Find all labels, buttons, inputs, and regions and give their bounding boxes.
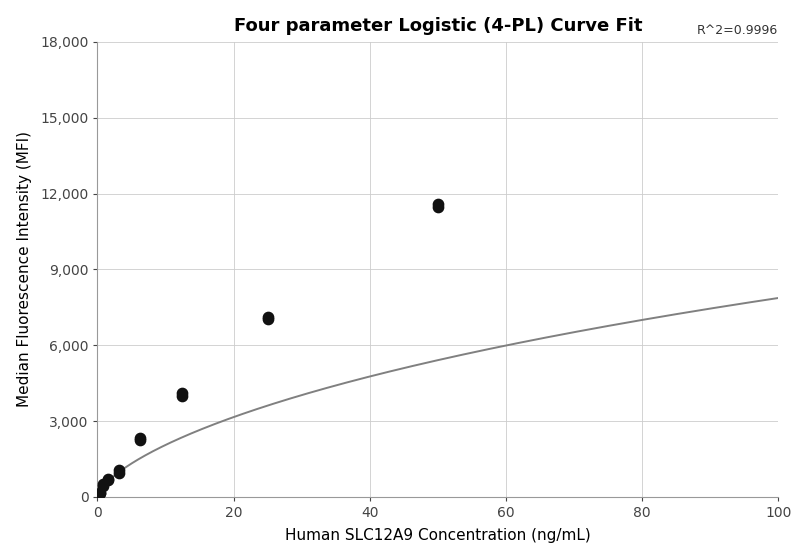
Y-axis label: Median Fluorescence Intensity (MFI): Median Fluorescence Intensity (MFI): [17, 132, 32, 407]
Point: [133, 436, 146, 445]
Point: [96, 482, 109, 491]
Text: R^2=0.9996: R^2=0.9996: [696, 24, 778, 37]
X-axis label: Human SLC12A9 Concentration (ng/mL): Human SLC12A9 Concentration (ng/mL): [285, 528, 591, 543]
Point: [772, 0, 785, 8]
Point: [431, 203, 444, 212]
Point: [102, 475, 115, 484]
Point: [176, 389, 189, 398]
Point: [112, 469, 125, 478]
Point: [94, 489, 107, 498]
Point: [102, 474, 115, 483]
Point: [431, 199, 444, 208]
Point: [261, 313, 274, 322]
Point: [112, 466, 125, 475]
Point: [261, 314, 274, 323]
Title: Four parameter Logistic (4-PL) Curve Fit: Four parameter Logistic (4-PL) Curve Fit: [234, 17, 642, 35]
Point: [94, 488, 107, 497]
Point: [772, 0, 785, 6]
Point: [133, 433, 146, 442]
Point: [176, 391, 189, 400]
Point: [96, 479, 109, 488]
